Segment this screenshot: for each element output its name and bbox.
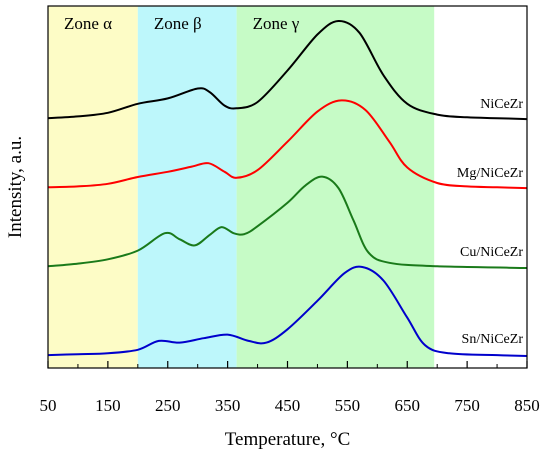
series-labels-layer: NiCeZr Mg/NiCeZr Cu/NiCeZr Sn/NiCeZr	[457, 97, 523, 347]
series-line-3	[47, 175, 528, 269]
x-tick-label: 50	[40, 396, 57, 415]
series-line-4	[47, 265, 528, 357]
x-tick-label: 450	[275, 396, 301, 415]
x-tick-label: 750	[454, 396, 480, 415]
zone-2-label: Zone β	[154, 14, 202, 33]
x-tick-label: 350	[215, 396, 241, 415]
x-tick-label: 550	[335, 396, 361, 415]
x-tick-label: 250	[155, 396, 181, 415]
series-label-1: NiCeZr	[480, 97, 523, 112]
series-label-4: Sn/NiCeZr	[462, 332, 524, 347]
y-axis-title: Intensity, a.u.	[5, 136, 26, 238]
zone-2-band	[137, 6, 237, 368]
series-label-2: Mg/NiCeZr	[457, 166, 523, 181]
zones-layer	[48, 6, 435, 368]
x-ticks: 50 150 250 350 450 550 650 750 850	[40, 361, 540, 415]
x-tick-label: 150	[95, 396, 121, 415]
x-axis-title: Temperature, °C	[225, 429, 351, 450]
series-line-1	[47, 19, 528, 121]
x-tick-label: 650	[395, 396, 421, 415]
zone-1-label: Zone α	[64, 14, 112, 33]
zone-labels-layer: Zone α Zone β Zone γ	[64, 14, 300, 33]
series-layer	[47, 19, 528, 357]
x-tick-label: 850	[514, 396, 540, 415]
series-label-3: Cu/NiCeZr	[460, 245, 523, 260]
series-line-2	[47, 99, 528, 190]
zone-3-label: Zone γ	[253, 14, 300, 33]
